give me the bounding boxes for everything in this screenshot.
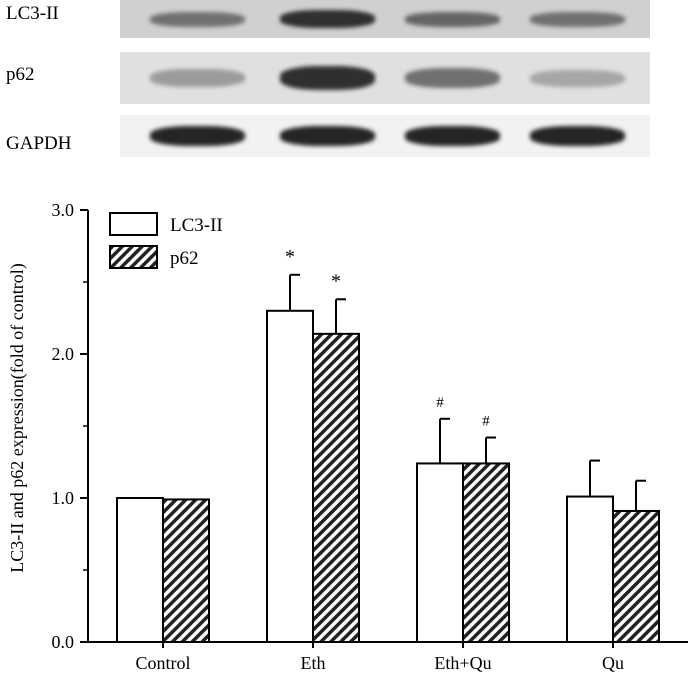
blot-band	[405, 68, 500, 88]
blot-strip-p62	[120, 52, 650, 104]
blot-label-lc3: LC3-II	[6, 3, 59, 24]
significance-mark: *	[285, 246, 295, 268]
blot-band	[150, 12, 245, 27]
y-axis-label: LC3-II and p62 expression(fold of contro…	[7, 263, 28, 572]
blot-band	[280, 10, 375, 28]
legend-swatch	[109, 245, 158, 269]
bar-lc3-ii	[566, 495, 614, 643]
significance-mark: #	[436, 395, 444, 411]
y-tick-label: 2.0	[52, 344, 75, 364]
legend-label: p62	[170, 248, 199, 269]
bar-p62	[162, 498, 210, 643]
blot-band	[150, 69, 245, 87]
y-tick-label: 1.0	[52, 488, 75, 508]
y-tick-label: 0.0	[52, 632, 75, 652]
blot-band	[280, 66, 375, 90]
blot-band	[150, 126, 245, 146]
blot-label-p62: p62	[6, 64, 35, 85]
blot-strip-gapdh	[120, 115, 650, 157]
blot-band	[405, 126, 500, 146]
x-tick-label: Eth	[301, 653, 326, 673]
blot-strip-lc3	[120, 0, 650, 38]
legend-swatch	[109, 212, 158, 236]
bar-p62	[612, 509, 660, 643]
legend-label: LC3-II	[170, 215, 223, 236]
bar-lc3-ii	[416, 462, 464, 643]
blot-band	[530, 126, 625, 146]
blot-band	[405, 12, 500, 27]
x-tick-label: Eth+Qu	[434, 653, 491, 673]
bar-p62	[312, 332, 360, 643]
blot-band	[530, 12, 625, 27]
significance-mark: *	[331, 270, 341, 292]
bar-lc3-ii	[116, 497, 164, 643]
blot-band	[530, 70, 625, 87]
blot-band	[280, 126, 375, 146]
bar-lc3-ii	[266, 309, 314, 643]
x-tick-label: Qu	[602, 653, 624, 673]
y-tick-label: 3.0	[52, 200, 75, 220]
x-tick-label: Control	[135, 653, 190, 673]
blot-label-gapdh: GAPDH	[6, 133, 72, 154]
bar-p62	[462, 462, 510, 643]
significance-mark: #	[482, 414, 490, 430]
